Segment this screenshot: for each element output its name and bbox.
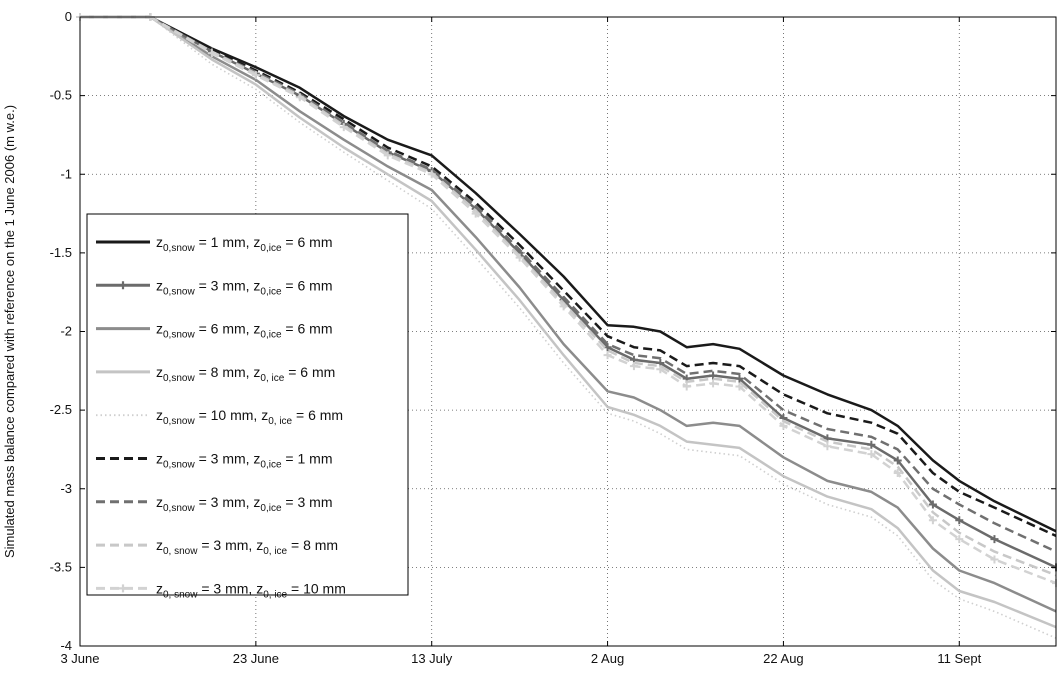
- legend-text-part: 0,snow: [163, 330, 195, 341]
- legend-text-part: 0, ice: [263, 589, 287, 600]
- legend-text-part: = 3 mm,: [195, 451, 254, 467]
- legend-text-part: 0, ice: [268, 416, 292, 427]
- legend-text-part: 0,ice: [260, 460, 282, 471]
- y-tick-label: -3.5: [50, 559, 72, 574]
- y-tick-label: 0: [65, 9, 72, 24]
- y-tick-label: -1.5: [50, 245, 72, 260]
- legend-text-part: z: [156, 277, 163, 293]
- legend-text-part: z: [256, 580, 263, 596]
- y-tick-label: -0.5: [50, 88, 72, 103]
- legend-text-part: 0,ice: [260, 243, 282, 254]
- x-tick-label: 11 Sept: [937, 651, 981, 666]
- legend-text-part: 0,ice: [260, 286, 282, 297]
- legend-text-part: = 10 mm: [287, 580, 346, 596]
- legend-text-part: z: [156, 494, 163, 510]
- legend-text-part: = 3 mm,: [197, 580, 256, 596]
- legend-text-part: 0,snow: [163, 416, 195, 427]
- y-axis-label: Simulated mass balance compared with ref…: [2, 105, 17, 558]
- legend-text-part: z: [253, 277, 260, 293]
- legend-text-part: z: [156, 234, 163, 250]
- x-tick-label: 22 Aug: [763, 651, 804, 666]
- legend-text-part: z: [253, 494, 260, 510]
- legend-text-part: z: [156, 364, 163, 380]
- legend-text-part: = 6 mm: [292, 407, 343, 423]
- legend-text-part: = 6 mm: [284, 364, 335, 380]
- y-tick-label: -2.5: [50, 402, 72, 417]
- y-tick-label: -2: [60, 324, 72, 339]
- legend-text-part: 0, snow: [163, 546, 198, 557]
- legend-text-part: = 3 mm,: [197, 537, 256, 553]
- legend-text-part: = 6 mm: [282, 277, 333, 293]
- legend-text-part: z: [156, 451, 163, 467]
- x-tick-label: 23 June: [233, 651, 279, 666]
- legend-text-part: = 6 mm: [282, 321, 333, 337]
- legend-text-part: = 6 mm,: [195, 321, 254, 337]
- legend-text-part: 0,snow: [163, 373, 195, 384]
- series-marker-9: [823, 442, 831, 450]
- legend-text-part: z: [156, 580, 163, 596]
- series-marker-9: [709, 379, 717, 387]
- legend-text-part: = 3 mm,: [195, 277, 254, 293]
- legend-text-part: 0,snow: [163, 460, 195, 471]
- legend-text-part: z: [156, 537, 163, 553]
- x-tick-label: 2 Aug: [591, 651, 624, 666]
- legend-text-part: 0, snow: [163, 589, 198, 600]
- legend-text-part: 0,ice: [260, 330, 282, 341]
- legend-text-part: 0, ice: [263, 546, 287, 557]
- legend-text-part: = 1 mm: [282, 451, 333, 467]
- legend-text-part: z: [253, 234, 260, 250]
- legend-text-part: z: [253, 451, 260, 467]
- legend-text-part: z: [156, 407, 163, 423]
- legend-text-part: = 8 mm: [287, 537, 338, 553]
- x-tick-label: 3 June: [60, 651, 99, 666]
- legend-text-part: = 3 mm: [282, 494, 333, 510]
- legend-text-part: 0,ice: [260, 503, 282, 514]
- legend-text-part: 0, ice: [260, 373, 284, 384]
- legend-text-part: = 3 mm,: [195, 494, 254, 510]
- legend-text-part: z: [253, 364, 260, 380]
- legend-text-part: = 1 mm,: [195, 234, 254, 250]
- legend-text-part: = 6 mm: [282, 234, 333, 250]
- legend-text-part: z: [256, 537, 263, 553]
- legend-text-part: 0,snow: [163, 503, 195, 514]
- legend-text-part: z: [261, 407, 268, 423]
- y-tick-label: -3: [60, 481, 72, 496]
- legend-text-part: = 10 mm,: [195, 407, 262, 423]
- legend-text-part: 0,snow: [163, 243, 195, 254]
- legend-text-part: = 8 mm,: [195, 364, 254, 380]
- y-tick-label: -1: [60, 166, 72, 181]
- legend-text-part: z: [156, 321, 163, 337]
- legend-text-part: 0,snow: [163, 286, 195, 297]
- x-tick-label: 13 July: [411, 651, 453, 666]
- legend-text-part: z: [253, 321, 260, 337]
